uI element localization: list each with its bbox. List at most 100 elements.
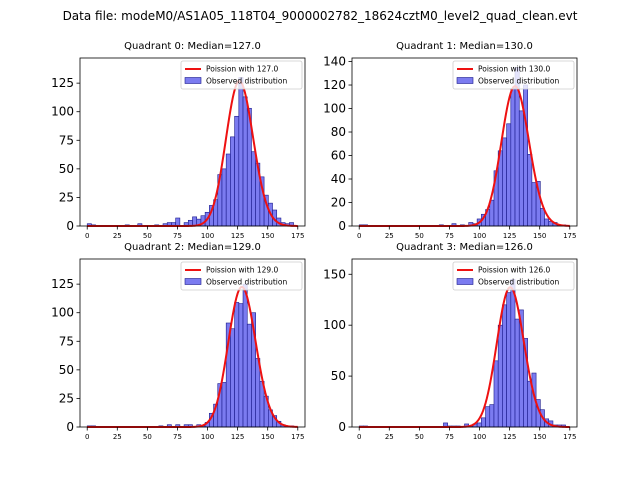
quadrant-panel-3: Quadrant 3: Median=126.0 0 25 50 75 100 125 150…: [323, 242, 578, 441]
x-tick-label: 100: [201, 232, 214, 240]
x-tick-label: 175: [291, 232, 304, 240]
histogram-bar: [510, 88, 516, 227]
x-tick-label: 75: [445, 232, 454, 240]
x-tick-label: 0: [357, 433, 361, 441]
panel-title: Quadrant 1: Median=130.0: [396, 41, 533, 52]
legend: Poission with 126.0 Observed distribution: [452, 261, 575, 291]
y-tick-label: 40: [331, 172, 346, 186]
histogram-bar: [506, 292, 512, 428]
histogram-bar: [527, 154, 533, 227]
x-tick-label: 0: [85, 232, 89, 240]
histogram-bar: [531, 182, 537, 227]
y-tick-label: 100: [323, 102, 346, 116]
x-tick-label: 0: [85, 433, 89, 441]
y-tick-label: 0: [66, 420, 74, 434]
legend: Poission with 127.0 Observed distribution: [180, 60, 303, 90]
x-tick-label: 150: [533, 232, 546, 240]
legend-label-observed: Observed distribution: [478, 278, 559, 287]
x-tick-label: 0: [357, 232, 361, 240]
y-tick-label: 20: [331, 196, 346, 210]
x-tick-label: 25: [385, 232, 394, 240]
legend-box: [452, 60, 575, 90]
x-tick-label: 125: [503, 433, 516, 441]
x-tick-label: 25: [385, 433, 394, 441]
histogram-bar: [242, 283, 248, 428]
histogram-bar: [481, 417, 486, 428]
histogram-bar: [230, 136, 235, 227]
histogram-bar: [221, 168, 227, 227]
histogram-bar: [518, 110, 524, 227]
legend-bar-swatch: [184, 77, 202, 84]
quadrant-panel-0: Quadrant 0: Median=127.0 0 25 50 75 100 125 150…: [51, 41, 306, 240]
y-tick-label: 60: [331, 149, 346, 163]
quadrant-panel-1: Quadrant 1: Median=130.0 0 25 50 75 100 125 150…: [323, 41, 578, 240]
panel-title: Quadrant 0: Median=127.0: [124, 41, 261, 52]
histogram-bar: [514, 318, 520, 428]
x-tick-label: 75: [445, 433, 454, 441]
quadrant-panels: Quadrant 0: Median=127.0 0 25 50 75 100 125 150…: [51, 41, 578, 441]
legend-label-poisson: Poission with 130.0: [478, 65, 551, 74]
panel-title: Quadrant 3: Median=126.0: [396, 242, 533, 253]
legend-label-poisson: Poission with 129.0: [206, 266, 279, 275]
x-tick-label: 25: [113, 232, 122, 240]
legend-label-poisson: Poission with 126.0: [478, 266, 551, 275]
y-tick-label: 0: [338, 219, 346, 233]
x-tick-label: 100: [473, 433, 486, 441]
histogram-bar: [225, 153, 231, 227]
axes-frame: [351, 258, 578, 428]
poisson-curve: [359, 286, 570, 428]
axes-frame: [79, 57, 306, 227]
x-tick-label: 50: [415, 433, 424, 441]
histogram-bar: [251, 151, 256, 227]
histogram-bar: [242, 96, 248, 227]
y-tick-label: 150: [323, 267, 346, 281]
histogram-bar: [485, 406, 491, 428]
axes-frame: [79, 258, 306, 428]
y-tick-label: 80: [331, 125, 346, 139]
legend-box: [180, 60, 303, 90]
x-tick-label: 175: [291, 433, 304, 441]
y-tick-label: 100: [51, 306, 74, 320]
legend-box: [180, 261, 303, 291]
histogram-bar: [476, 422, 482, 428]
x-tick-label: 50: [143, 232, 152, 240]
legend-label-observed: Observed distribution: [206, 278, 287, 287]
histogram-bar: [489, 404, 495, 428]
y-tick-label: 25: [59, 190, 74, 204]
x-tick-label: 150: [261, 232, 274, 240]
legend-bar-swatch: [456, 77, 474, 84]
legend-label-observed: Observed distribution: [478, 77, 559, 86]
legend: Poission with 129.0 Observed distribution: [180, 261, 303, 291]
histogram-bar: [234, 302, 240, 428]
y-tick-label: 75: [59, 133, 74, 147]
y-tick-label: 75: [59, 334, 74, 348]
x-tick-label: 50: [415, 232, 424, 240]
y-tick-label: 50: [59, 162, 74, 176]
y-tick-label: 120: [323, 78, 346, 92]
histogram-bar: [175, 217, 181, 227]
histogram-bar: [544, 218, 550, 227]
y-tick-label: 140: [323, 55, 346, 69]
x-tick-label: 175: [563, 232, 576, 240]
y-tick-label: 100: [51, 105, 74, 119]
histogram-bar: [255, 358, 261, 428]
histogram-bar: [497, 324, 503, 428]
x-tick-label: 50: [143, 433, 152, 441]
y-tick-label: 25: [59, 391, 74, 405]
histogram-bar: [234, 115, 240, 227]
x-tick-label: 75: [173, 433, 182, 441]
histogram-bar: [230, 328, 235, 428]
histogram-bar: [502, 137, 507, 227]
poisson-curve: [87, 80, 298, 227]
y-tick-label: 125: [51, 76, 74, 90]
legend-label-poisson: Poission with 127.0: [206, 65, 279, 74]
histogram-bar: [510, 279, 516, 428]
legend-box: [452, 261, 575, 291]
x-tick-label: 125: [503, 232, 516, 240]
histogram-bar: [246, 323, 252, 428]
figure-title: Data file: modeM0/AS1A05_118T04_90000027…: [63, 9, 578, 23]
histogram-bar: [221, 382, 227, 428]
histogram-bars: [86, 77, 294, 227]
histogram-bars: [358, 279, 566, 428]
